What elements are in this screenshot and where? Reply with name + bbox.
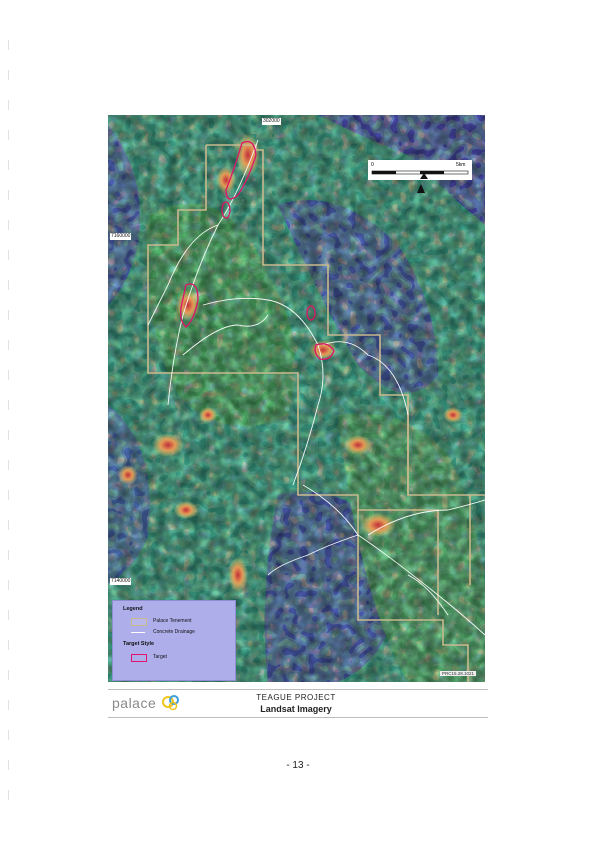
northing-grid-label-upper: 7160000 <box>110 233 132 240</box>
margin-mark <box>8 670 12 680</box>
margin-mark <box>8 70 12 80</box>
legend-target-label: Target <box>153 654 167 660</box>
margin-mark <box>8 730 12 740</box>
logo-text: palace <box>112 695 157 711</box>
margin-mark <box>8 580 12 590</box>
project-title: TEAGUE PROJECT <box>256 693 336 702</box>
scale-bar: 0 5km <box>368 160 472 180</box>
drainage-swatch-icon <box>131 632 145 633</box>
concrete-drainage-lines <box>147 139 485 636</box>
margin-mark <box>8 520 12 530</box>
target-swatch-icon <box>131 654 147 662</box>
footer-rule-bottom <box>108 717 488 718</box>
margin-mark <box>8 40 12 50</box>
map-legend: Legend Palace Tenement Concrete Drainage… <box>112 600 236 681</box>
page-number: - 13 - <box>286 760 310 771</box>
palace-tenement-boundaries <box>147 144 485 682</box>
margin-mark <box>8 760 12 770</box>
margin-mark <box>8 160 12 170</box>
legend-tenement-label: Palace Tenement <box>153 618 192 624</box>
margin-mark <box>8 430 12 440</box>
palace-logo-icon <box>161 695 179 711</box>
scale-start-label: 0 <box>371 162 374 168</box>
figure-code: PRC15.28.1021 <box>440 671 477 676</box>
margin-mark <box>8 640 12 650</box>
margin-mark <box>8 250 12 260</box>
margin-mark <box>8 280 12 290</box>
margin-mark <box>8 460 12 470</box>
margin-mark <box>8 550 12 560</box>
margin-mark <box>8 790 12 800</box>
margin-mark <box>8 130 12 140</box>
figure-subtitle: Landsat Imagery <box>260 704 332 714</box>
northing-grid-label-lower: 7140000 <box>110 578 132 585</box>
tenement-swatch-icon <box>131 618 147 626</box>
margin-mark <box>8 100 12 110</box>
footer-rule-top <box>108 689 488 690</box>
margin-mark <box>8 610 12 620</box>
margin-mark <box>8 490 12 500</box>
margin-mark <box>8 340 12 350</box>
imagery-texture-fine <box>108 115 485 682</box>
landsat-imagery-map <box>108 115 485 682</box>
margin-mark <box>8 310 12 320</box>
margin-mark <box>8 700 12 710</box>
legend-drainage-label: Concrete Drainage <box>153 629 195 635</box>
margin-mark <box>8 400 12 410</box>
legend-title: Legend <box>123 606 143 612</box>
scale-end-label: 5km <box>456 162 466 168</box>
easting-grid-label: 302000 <box>262 118 281 125</box>
target-outlines <box>180 140 335 360</box>
margin-mark <box>8 220 12 230</box>
legend-target-style-title: Target Style <box>123 641 155 647</box>
palace-logo: palace <box>112 693 181 711</box>
margin-mark <box>8 370 12 380</box>
north-arrow-icon <box>417 184 425 193</box>
margin-mark <box>8 190 12 200</box>
